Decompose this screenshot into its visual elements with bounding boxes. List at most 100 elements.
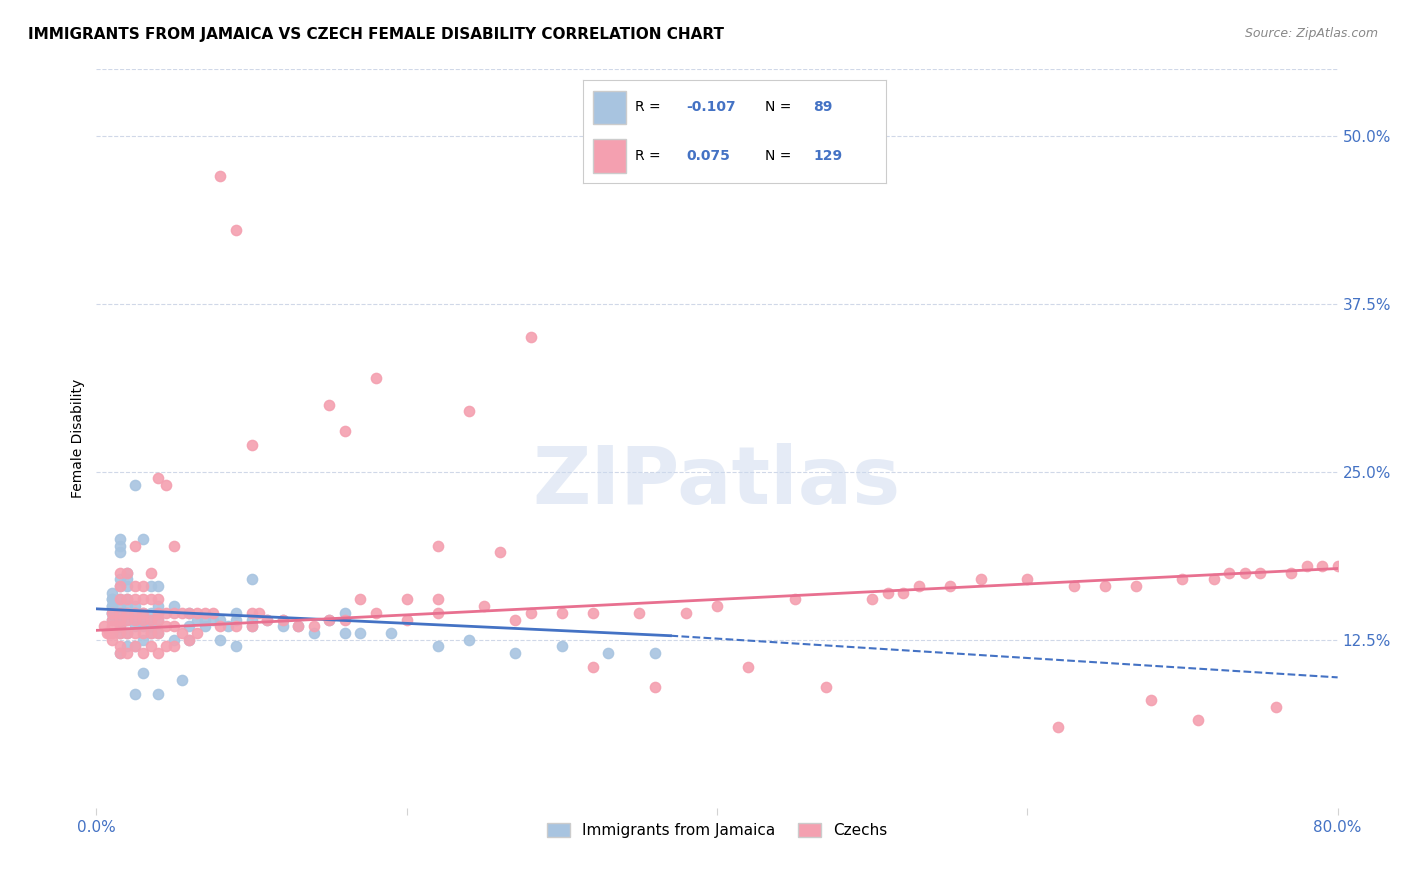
Point: [520, 606, 543, 620]
Point: [117, 606, 139, 620]
Point: [148, 626, 170, 640]
Point: [891, 585, 914, 599]
Point: [148, 613, 170, 627]
Point: [124, 539, 146, 553]
Point: [240, 572, 263, 586]
Point: [737, 659, 759, 673]
Point: [970, 572, 993, 586]
Point: [101, 606, 124, 620]
Point: [108, 646, 131, 660]
Point: [201, 606, 224, 620]
Point: [139, 626, 162, 640]
Point: [124, 478, 146, 492]
Point: [503, 646, 526, 660]
Point: [240, 613, 263, 627]
Point: [108, 532, 131, 546]
Point: [318, 398, 340, 412]
Point: [179, 619, 201, 633]
Point: [163, 606, 186, 620]
Point: [706, 599, 728, 614]
Point: [907, 579, 929, 593]
Point: [108, 613, 131, 627]
Point: [472, 599, 495, 614]
Bar: [592, 91, 626, 124]
Point: [132, 579, 155, 593]
Point: [644, 680, 666, 694]
Point: [287, 619, 309, 633]
Point: [1125, 579, 1147, 593]
Point: [582, 606, 605, 620]
Point: [256, 613, 278, 627]
Point: [628, 606, 651, 620]
Legend: Immigrants from Jamaica, Czechs: Immigrants from Jamaica, Czechs: [540, 817, 893, 845]
Point: [148, 592, 170, 607]
Point: [101, 626, 124, 640]
Point: [179, 632, 201, 647]
Point: [108, 579, 131, 593]
Text: 89: 89: [813, 101, 832, 114]
Point: [108, 606, 131, 620]
Text: -0.107: -0.107: [686, 101, 735, 114]
Point: [551, 640, 574, 654]
Point: [139, 640, 162, 654]
Point: [225, 640, 247, 654]
Point: [108, 592, 131, 607]
Point: [148, 606, 170, 620]
Point: [457, 404, 479, 418]
Point: [1063, 579, 1085, 593]
Point: [1264, 700, 1286, 714]
Point: [302, 626, 325, 640]
Point: [209, 619, 232, 633]
Point: [333, 606, 356, 620]
Point: [876, 585, 898, 599]
Point: [644, 646, 666, 660]
Point: [333, 626, 356, 640]
Point: [124, 613, 146, 627]
Point: [108, 640, 131, 654]
Point: [148, 626, 170, 640]
Point: [132, 613, 155, 627]
Point: [163, 640, 186, 654]
Point: [551, 606, 574, 620]
Point: [101, 599, 124, 614]
Point: [240, 619, 263, 633]
Point: [1326, 558, 1348, 573]
Point: [426, 640, 449, 654]
Text: R =: R =: [636, 149, 665, 162]
Point: [132, 666, 155, 681]
Point: [108, 592, 131, 607]
Point: [170, 606, 193, 620]
Point: [108, 566, 131, 580]
Point: [598, 646, 620, 660]
Point: [124, 613, 146, 627]
Point: [148, 606, 170, 620]
Point: [101, 592, 124, 607]
Point: [132, 619, 155, 633]
Point: [938, 579, 960, 593]
Text: ZIPatlas: ZIPatlas: [533, 443, 901, 522]
Point: [179, 606, 201, 620]
Point: [101, 599, 124, 614]
Text: 129: 129: [813, 149, 842, 162]
Point: [132, 626, 155, 640]
Point: [155, 478, 177, 492]
Point: [186, 606, 208, 620]
Point: [124, 686, 146, 700]
Point: [860, 592, 883, 607]
Point: [201, 613, 224, 627]
Point: [1310, 558, 1333, 573]
Text: R =: R =: [636, 101, 665, 114]
Point: [139, 626, 162, 640]
Point: [179, 632, 201, 647]
Point: [256, 613, 278, 627]
Point: [108, 646, 131, 660]
Point: [1249, 566, 1271, 580]
Point: [117, 626, 139, 640]
Point: [271, 613, 294, 627]
Point: [186, 613, 208, 627]
Point: [426, 606, 449, 620]
Point: [364, 370, 387, 384]
Point: [364, 606, 387, 620]
Point: [675, 606, 697, 620]
Point: [117, 613, 139, 627]
